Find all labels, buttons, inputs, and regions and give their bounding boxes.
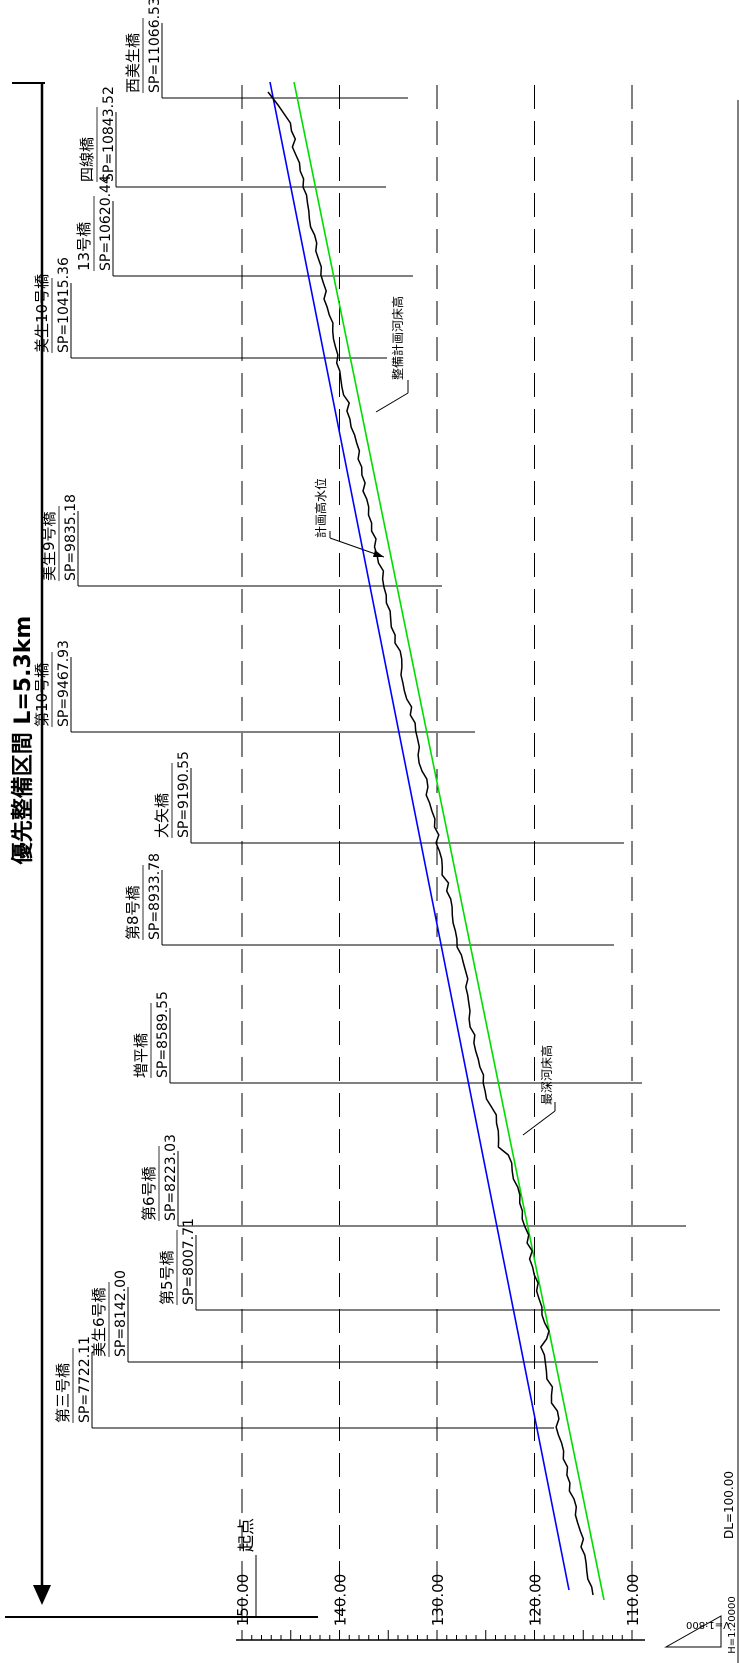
bridge-name-label: 第8号橋 [124, 885, 142, 940]
axis-label: 130.00 [429, 1574, 447, 1627]
bridge-marker: SP=8007.71 第5号橋 [158, 1218, 720, 1311]
bridge-sp-label: SP=9467.93 [56, 640, 72, 727]
bridge-name-label: 大矢橋 [153, 793, 171, 838]
bridge-name-label: 第6号橋 [140, 1166, 158, 1221]
scale-indicator: V=1:800 H=1:20000 [664, 1596, 738, 1654]
bridge-sp-label: SP=8142.00 [113, 1270, 129, 1357]
start-point-label: 起点 [237, 1518, 257, 1552]
bridge-sp-label: SP=8589.55 [155, 991, 171, 1078]
scale-horizontal: H=1:20000 [727, 1596, 738, 1653]
bridge-marker: SP=10415.36 美生10号橋 [33, 257, 387, 359]
bridge-name-label: 美生10号橋 [33, 274, 51, 353]
bridge-sp-label: SP=8007.71 [181, 1218, 197, 1305]
bridge-marker: SP=8589.55 増平橋 [132, 991, 642, 1084]
bridge-sp-label: SP=8933.78 [147, 853, 163, 940]
bridge-sp-label: SP=10415.36 [56, 257, 72, 353]
section-arrow [12, 82, 51, 1605]
axis-label: 110.00 [624, 1574, 642, 1627]
elevation-axis: 150.00 140.00 130.00 120.00 110.00 [234, 1574, 645, 1641]
bridge-marker: SP=9467.93 第10号橋 [33, 640, 475, 733]
annotation-planned-water: 計画高水位 [313, 478, 385, 558]
bridge-sp-label: SP=7722.11 [77, 1336, 93, 1423]
planned-bed-line [293, 81, 605, 1601]
bridge-labels: SP=7722.11 第三号橋 SP=8142.00 美生6号橋 SP=8007.71 第… [33, 0, 720, 1429]
drawing-title: 優先整備区間 L=5.3km [10, 616, 36, 866]
bridge-sp-label: SP=9835.18 [63, 494, 79, 581]
elevation-grid [241, 85, 633, 1640]
bridge-name-label: 13号橋 [75, 222, 93, 271]
bridge-sp-label: SP=9190.55 [176, 751, 192, 838]
bridge-name-label: 美生6号橋 [90, 1287, 108, 1357]
scale-vertical: V=1:800 [686, 1619, 730, 1630]
planned-water-level-line [269, 81, 570, 1591]
datum-label: DL=100.00 [722, 1471, 736, 1539]
svg-text:最深河床高: 最深河床高 [539, 1045, 554, 1105]
axis-label: 150.00 [234, 1574, 252, 1627]
bridge-name-label: 四線橋 [78, 137, 96, 182]
bridge-marker: SP=8933.78 第8号橋 [124, 853, 614, 946]
bridge-marker: SP=11066.53 西美生橋 [124, 0, 408, 99]
axis-label: 120.00 [527, 1574, 545, 1627]
bridge-marker: SP=8223.03 第6号橋 [140, 1134, 686, 1227]
svg-text:計画高水位: 計画高水位 [313, 478, 328, 538]
bridge-name-label: 第三号橋 [54, 1363, 72, 1423]
bridge-name-label: 美生9号橋 [40, 511, 58, 581]
bridge-marker: SP=9835.18 美生9号橋 [40, 494, 442, 587]
annotation-planned-bed: 整備計画河床高 [375, 296, 409, 413]
bridge-marker: SP=7722.11 第三号橋 [54, 1336, 554, 1429]
bridge-sp-label: SP=10620.44 [98, 175, 114, 271]
bridge-marker: SP=8142.00 美生6号橋 [90, 1270, 598, 1363]
bridge-marker: SP=10620.44 13号橋 [75, 175, 413, 277]
bridge-sp-label: SP=11066.53 [147, 0, 163, 93]
svg-text:整備計画河床高: 整備計画河床高 [390, 296, 405, 380]
bridge-name-label: 増平橋 [132, 1033, 150, 1078]
bridge-marker: SP=9190.55 大矢橋 [153, 751, 624, 844]
bridge-name-label: 第10号橋 [33, 663, 51, 727]
annotation-deepest-bed: 最深河床高 [522, 1045, 556, 1136]
bridge-sp-label: SP=8223.03 [163, 1134, 179, 1221]
bridge-name-label: 第5号橋 [158, 1250, 176, 1305]
deepest-bed-line [267, 91, 594, 1596]
bridge-name-label: 西美生橋 [124, 33, 142, 93]
axis-label: 140.00 [332, 1574, 350, 1627]
bridge-sp-label: SP=10843.52 [101, 86, 117, 182]
bridge-marker: SP=10843.52 四線橋 [78, 86, 386, 188]
